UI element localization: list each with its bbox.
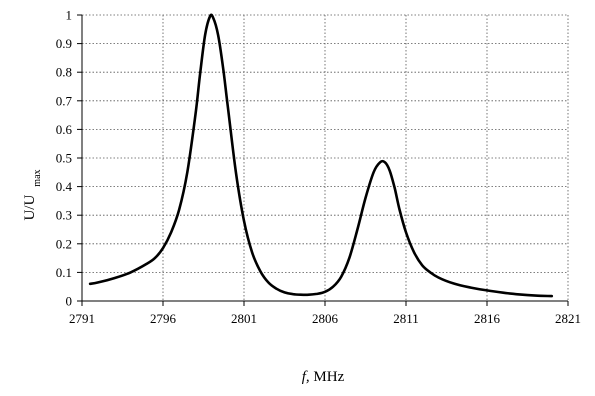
x-tick-label: 2806	[312, 311, 339, 326]
y-tick-label: 0.6	[56, 122, 73, 137]
y-tick-label: 0.9	[56, 36, 72, 51]
x-tick-label: 2811	[393, 311, 419, 326]
series-line	[88, 13, 554, 298]
y-axis-title-main: U/U	[22, 195, 38, 221]
y-tick-label: 0.1	[56, 265, 72, 280]
x-tick-label: 2816	[474, 311, 501, 326]
y-axis-title-group: U/U max	[22, 169, 43, 220]
gridlines	[82, 14, 569, 301]
y-tick-label: 0.8	[56, 65, 72, 80]
axes	[77, 14, 569, 306]
y-tick-label: 0.4	[56, 179, 73, 194]
y-tick-label: 0	[66, 294, 73, 309]
x-axis-title-rest: MHz	[310, 369, 345, 385]
y-axis-title-subscript: max	[32, 169, 43, 186]
series-layer	[88, 13, 554, 298]
x-tick-labels: 2791 2796 2801 2806 2811 2816 2821	[69, 311, 581, 326]
x-tick-label: 2821	[555, 311, 581, 326]
y-tick-label: 0.5	[56, 151, 72, 166]
y-tick-label: 0.2	[56, 236, 72, 251]
x-tick-label: 2791	[69, 311, 95, 326]
y-tick-labels: 0 0.1 0.2 0.3 0.4 0.5 0.6 0.7 0.8 0.9 1	[56, 8, 73, 309]
x-tick-label: 2796	[150, 311, 177, 326]
x-tick-label: 2801	[231, 311, 257, 326]
y-tick-label: 1	[66, 8, 73, 23]
y-tick-label: 0.7	[56, 93, 73, 108]
x-axis-title-italic: f,	[302, 369, 310, 385]
y-tick-label: 0.3	[56, 208, 72, 223]
y-axis-title: U/U max	[22, 169, 43, 220]
x-axis-title: f, MHz	[302, 369, 345, 385]
